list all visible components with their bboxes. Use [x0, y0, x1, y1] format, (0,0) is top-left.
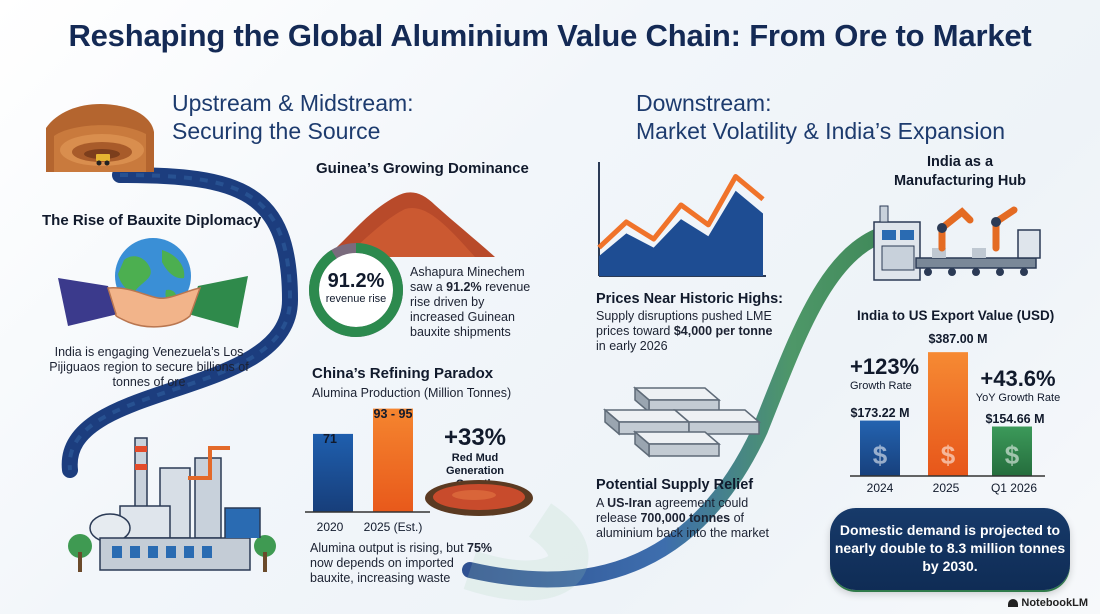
- refinery-illustration: [68, 437, 276, 572]
- export-bar-chart: $ $ $: [850, 352, 1045, 477]
- export-bar-1: [928, 352, 968, 476]
- bauxite-pile-icon: [325, 192, 495, 257]
- guinea-text: Ashapura Minechem saw a 91.2% revenue ri…: [410, 265, 538, 340]
- relief-text-b: agreement could release: [596, 496, 749, 525]
- export-bar-2: [992, 426, 1032, 476]
- china-title: China’s Refining Paradox: [312, 365, 494, 382]
- china-text-a: Alumina output is rising, but: [310, 541, 468, 555]
- dollar-icon: $: [941, 440, 956, 470]
- guinea-title: Guinea’s Growing Dominance: [316, 160, 529, 177]
- logo-icon: [1008, 599, 1019, 608]
- alumina-value-label-0: 71: [323, 432, 337, 446]
- prices-text-b: in early 2026: [596, 339, 668, 353]
- page-title: Reshaping the Global Aluminium Value Cha…: [68, 18, 1032, 53]
- logo-text: NotebookLM: [1021, 597, 1088, 609]
- dollar-icon: $: [1005, 440, 1020, 470]
- export-x-label-1: 2025: [932, 481, 960, 495]
- relief-text-a: A: [596, 496, 608, 510]
- red-mud-growth: +33% Red Mud Generation Growth: [410, 424, 540, 491]
- alumina-x-label-1: 2025 (Est.): [363, 520, 423, 534]
- ring-value: 91.2%: [327, 270, 385, 292]
- guinea-text-bold: 91.2%: [446, 280, 482, 294]
- export-chart-title: India to US Export Value (USD): [857, 308, 1055, 323]
- china-text-bold: 75%: [467, 541, 493, 555]
- export-value-label-2: $154.66 M: [985, 412, 1045, 426]
- prices-text: Supply disruptions pushed LME prices tow…: [596, 309, 776, 354]
- downstream-heading-line1: Downstream:: [636, 90, 772, 116]
- factory-robot-arms-icon: [873, 205, 1041, 281]
- export-value-label-0: $173.22 M: [850, 406, 910, 420]
- relief-title: Potential Supply Relief: [596, 477, 754, 493]
- growth-rate-436: +43.6% YoY Growth Rate: [968, 366, 1068, 404]
- handshake-globe-icon: [58, 238, 248, 328]
- growth-rate-436-caption: YoY Growth Rate: [975, 392, 1061, 404]
- alumina-x-label-0: 2020: [316, 520, 344, 534]
- alumina-bar-0: [313, 433, 353, 512]
- aluminium-ingots-icon: [602, 386, 762, 458]
- prices-text-bold: $4,000 per tonne: [673, 324, 773, 338]
- prices-title: Prices Near Historic Highs:: [596, 291, 783, 307]
- alumina-value-label-1: 93 - 95: [373, 407, 413, 421]
- growth-rate-436-value: +43.6%: [980, 366, 1056, 391]
- revenue-rise-ring: [309, 243, 403, 337]
- india-hub-title-line1: India as a: [926, 154, 994, 170]
- export-x-label-2: Q1 2026: [990, 481, 1038, 495]
- export-x-label-0: 2024: [866, 481, 894, 495]
- export-value-label-1: $387.00 M: [928, 332, 988, 346]
- upstream-heading-line1: Upstream & Midstream:: [172, 90, 414, 116]
- red-mud-pond-icon: [425, 480, 533, 516]
- growth-rate-123: +123% Growth Rate: [850, 354, 919, 392]
- guinea-text-b: revenue rise driven by increased Guinean…: [410, 280, 531, 339]
- prices-text-a: Supply disruptions pushed LME prices tow…: [596, 309, 772, 338]
- growth-rate-123-caption: Growth Rate: [850, 380, 912, 392]
- downstream-heading-line2: Market Volatility & India’s Expansion: [636, 118, 1006, 144]
- export-bar-0: [860, 420, 900, 476]
- upstream-heading: Upstream & Midstream: Securing the Sourc…: [172, 89, 414, 145]
- bauxite-diplomacy-text: India is engaging Venezuela’s Los Pijigu…: [49, 345, 249, 389]
- ring-progress-arc: [309, 243, 403, 337]
- ring-label: 91.2% revenue rise: [306, 270, 406, 305]
- china-text: Alumina output is rising, but 75% now de…: [310, 541, 500, 586]
- relief-text: A US-Iran agreement could release 700,00…: [596, 496, 776, 541]
- bauxite-diplomacy-title: The Rise of Bauxite Diplomacy: [42, 212, 262, 229]
- relief-text-c: of aluminium back into the market: [596, 511, 769, 540]
- upstream-heading-line2: Securing the Source: [172, 118, 381, 144]
- price-line-series: [597, 174, 765, 250]
- relief-text-bold1: US-Iran: [607, 496, 652, 510]
- ring-caption: revenue rise: [325, 293, 387, 305]
- price-line-chart: [597, 162, 766, 277]
- notebooklm-logo: NotebookLM: [1008, 597, 1088, 609]
- india-hub-title: India as a Manufacturing Hub: [880, 153, 1040, 191]
- india-hub-title-line2: Manufacturing Hub: [893, 173, 1027, 189]
- alumina-chart-title: Alumina Production (Million Tonnes): [312, 386, 512, 400]
- downstream-heading: Downstream: Market Volatility & India’s …: [636, 89, 1005, 145]
- domestic-demand-callout: Domestic demand is projected to nearly d…: [830, 508, 1070, 590]
- relief-text-bold2: 700,000 tonnes: [640, 511, 731, 525]
- alumina-bar-chart: [305, 408, 430, 513]
- dollar-icon: $: [873, 440, 888, 470]
- guinea-text-a: Ashapura Minechem saw a: [410, 265, 525, 294]
- china-text-b: now depends on imported bauxite, increas…: [310, 556, 454, 585]
- alumina-bar-1: [373, 408, 413, 512]
- growth-rate-123-value: +123%: [850, 354, 920, 379]
- price-area-series: [599, 190, 763, 276]
- red-mud-growth-value: +33%: [443, 424, 507, 451]
- open-pit-mine-illustration: [46, 104, 154, 172]
